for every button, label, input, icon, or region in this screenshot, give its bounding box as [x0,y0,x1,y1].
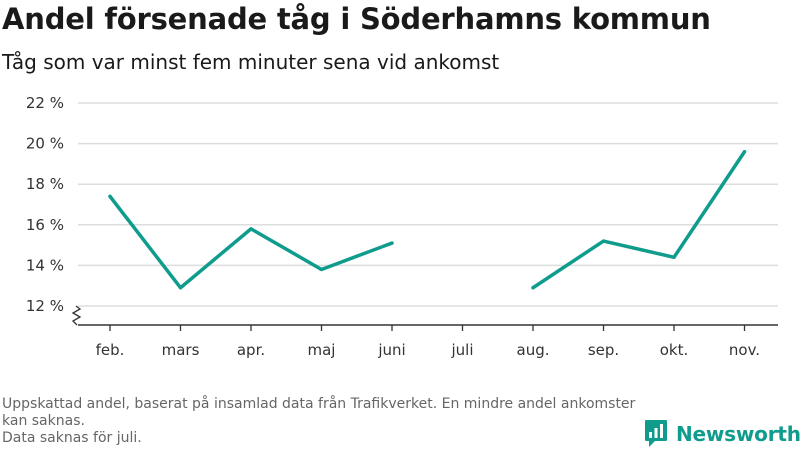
x-tick-label: okt. [660,341,689,359]
brand-logo: Newsworthy [644,418,800,450]
data-point [108,194,112,198]
data-point [390,241,394,245]
x-tick-label: juli [450,341,473,359]
data-point [742,150,747,154]
brand-name: Newsworthy [676,422,800,446]
series-line [108,194,394,290]
x-tick-label: apr. [237,341,265,359]
chart-subtitle: Tåg som var minst fem minuter sena vid a… [2,50,500,74]
y-tick-label: 16 % [26,216,64,234]
data-point [178,286,183,290]
x-tick-label: sep. [588,341,619,359]
y-tick-label: 22 % [26,94,64,112]
axis-break-icon [71,305,82,326]
data-point [672,255,676,259]
series-line [531,149,747,290]
data-point [531,286,535,290]
line-chart: 12 % 14 % 16 % 18 % 20 % 22 % feb. mars apr. maj j… [26,94,778,359]
footnote-missing-data: Data saknas för juli. [2,430,142,446]
x-tick-label: mars [162,341,200,359]
x-tick-label: juni [377,341,405,359]
footnote-source: Uppskattad andel, baserat på insamlad da… [2,396,636,429]
data-point [601,239,606,243]
y-tick-label: 18 % [26,175,64,193]
data-point [319,267,324,272]
footnote: Uppskattad andel, baserat på insamlad da… [2,396,642,447]
newsworthy-logo-icon [645,420,667,447]
y-tick-label: 20 % [26,135,64,153]
x-tick-label: feb. [96,341,125,359]
x-tick-label: nov. [729,341,760,359]
y-tick-label: 12 % [26,297,64,315]
y-tick-label: 14 % [26,256,64,274]
chart-title: Andel försenade tåg i Söderhamns kommun [2,2,711,36]
x-tick-label: maj [308,341,336,359]
data-point [249,227,253,231]
x-tick-label: aug. [517,341,550,359]
